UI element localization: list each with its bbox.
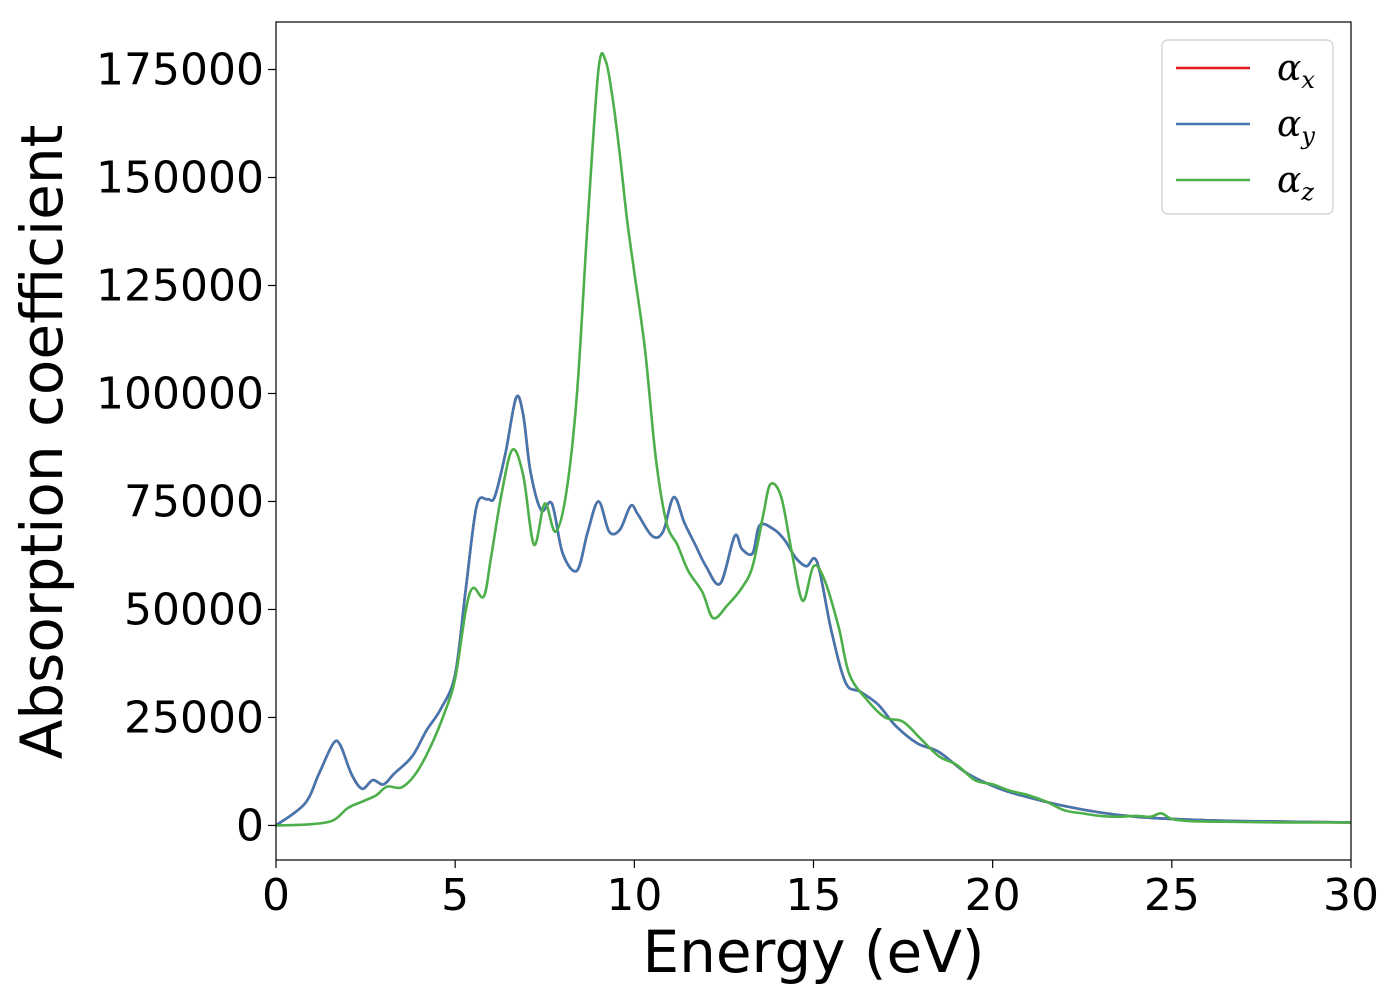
legend-label-y: αy xyxy=(1277,104,1315,150)
y-tick-label: 150000 xyxy=(96,153,264,204)
y-axis-label: Absorption coefficient xyxy=(8,125,76,760)
y-tick-label: 25000 xyxy=(124,692,264,743)
legend-label-z: αz xyxy=(1277,160,1314,206)
x-axis-label: Energy (eV) xyxy=(642,918,984,986)
x-tick-label: 25 xyxy=(1144,870,1200,921)
y-tick-label: 75000 xyxy=(124,476,264,527)
y-tick-label: 50000 xyxy=(124,584,264,635)
ticks-layer: 0 5 10 15 20 25 30 0 25000 50000 75000 100000 125000… xyxy=(96,45,1379,921)
y-tick-label: 125000 xyxy=(96,260,264,311)
series-layer xyxy=(275,52,1352,827)
y-tick-label: 0 xyxy=(236,800,264,851)
y-tick-label: 175000 xyxy=(96,45,264,96)
legend-label-x: αx xyxy=(1277,48,1315,94)
x-tick-label: 5 xyxy=(441,870,469,921)
x-tick-label: 15 xyxy=(786,870,842,921)
x-tick-label: 10 xyxy=(606,870,662,921)
x-tick-label: 30 xyxy=(1323,870,1379,921)
x-tick-label: 20 xyxy=(965,870,1021,921)
series-line-z xyxy=(275,52,1351,827)
legend: αx αy αz xyxy=(1161,39,1334,215)
legend-box xyxy=(1161,39,1334,215)
legend-items: αx αy αz xyxy=(1176,48,1315,206)
x-tick-label: 0 xyxy=(262,870,290,921)
y-tick-label: 100000 xyxy=(96,368,264,419)
